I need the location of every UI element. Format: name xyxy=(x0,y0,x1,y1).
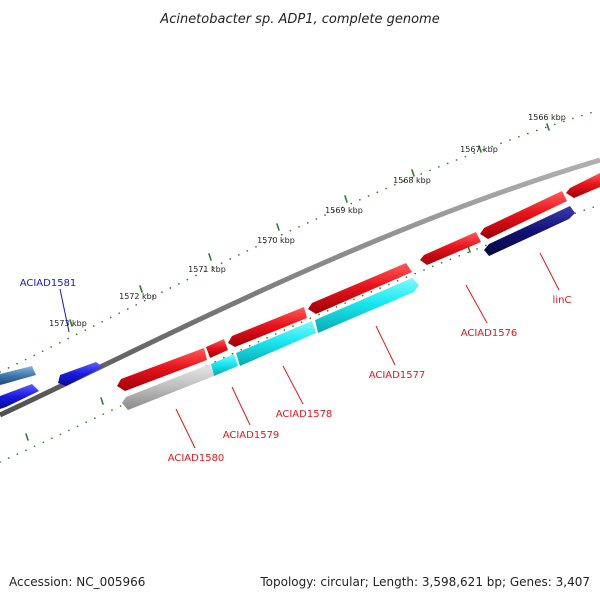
kbp-labels: 1566 kbp 1567 kbp 1568 kbp 1569 kbp 1570… xyxy=(49,113,566,328)
kbp-label-1570: 1570 kbp xyxy=(257,236,295,245)
kbp-tick-1568 xyxy=(411,169,415,177)
gene-red-aciad1579-top[interactable] xyxy=(206,339,228,358)
kbp-label-1573: 1573 kbp xyxy=(49,319,87,328)
kbp-tick-1570 xyxy=(276,223,280,231)
kbp-label-1568: 1568 kbp xyxy=(393,176,431,185)
gene-red-aciad1578-top[interactable] xyxy=(228,307,307,347)
gene-label-aciad1581[interactable]: ACIAD1581 xyxy=(20,278,77,289)
gene-labels: ACIAD1581 linC ACIAD1576 ACIAD1577 ACIAD… xyxy=(20,278,572,464)
gene-cyan-aciad1579[interactable] xyxy=(211,354,238,376)
kbp-tick-1571 xyxy=(208,253,212,261)
genome-backbone xyxy=(0,157,600,418)
gene-label-aciad1579[interactable]: ACIAD1579 xyxy=(223,430,280,441)
gene-label-linc[interactable]: linC xyxy=(553,295,572,306)
gene-label-aciad1577[interactable]: ACIAD1577 xyxy=(369,370,426,381)
kbp-label-1567: 1567 kbp xyxy=(460,145,498,154)
gene-label-aciad1578[interactable]: ACIAD1578 xyxy=(276,409,333,420)
kbp-tick-1572 xyxy=(139,285,143,293)
gene-steelblue-left[interactable] xyxy=(0,366,36,385)
genome-summary-text: Topology: circular; Length: 3,598,621 bp… xyxy=(259,575,590,589)
kbp-label-1572: 1572 kbp xyxy=(119,292,157,301)
outer-scale-dots xyxy=(0,109,600,373)
kbp-label-1569: 1569 kbp xyxy=(325,206,363,215)
gene-cyan-aciad1577[interactable] xyxy=(315,278,419,333)
leader-aciad1581 xyxy=(59,288,70,333)
gene-blue-aciad1581[interactable] xyxy=(58,362,103,386)
kbp-tick-1569 xyxy=(344,195,348,203)
gene-blue-left-inner[interactable] xyxy=(0,384,39,409)
leader-lines xyxy=(59,252,560,449)
outer-kbp-scale xyxy=(0,109,600,373)
kbp-tick-1573 xyxy=(69,319,73,327)
forward-genes xyxy=(0,173,600,391)
reverse-genes xyxy=(0,206,575,410)
leader-aciad1577 xyxy=(375,325,396,366)
gene-label-aciad1580[interactable]: ACIAD1580 xyxy=(168,453,225,464)
kbp-label-1566: 1566 kbp xyxy=(528,113,566,122)
leader-aciad1576 xyxy=(465,284,488,324)
gene-gray-aciad1580[interactable] xyxy=(122,364,214,410)
gene-navy-linc[interactable] xyxy=(484,206,575,256)
inner-tick-7 xyxy=(100,397,104,405)
kbp-tick-1566 xyxy=(546,123,550,131)
gene-red-linc-top[interactable] xyxy=(480,191,567,239)
map-title: Acinetobacter sp. ADP1, complete genome xyxy=(159,12,439,27)
leader-linc xyxy=(539,252,560,291)
kbp-label-1571: 1571 kbp xyxy=(188,265,226,274)
gene-red-aciad1576[interactable] xyxy=(420,232,481,265)
gene-label-aciad1576[interactable]: ACIAD1576 xyxy=(461,328,518,339)
leader-aciad1579 xyxy=(231,386,251,426)
gene-cyan-aciad1578[interactable] xyxy=(236,321,316,366)
gene-red-right[interactable] xyxy=(566,173,600,198)
gene-red-aciad1577-top[interactable] xyxy=(308,263,412,314)
kbp-tick-1567 xyxy=(478,145,482,153)
leader-aciad1578 xyxy=(282,365,304,405)
accession-text: Accession: NC_005966 xyxy=(9,575,145,589)
leader-aciad1580 xyxy=(175,408,196,449)
inner-tick-8 xyxy=(25,433,29,441)
gene-red-aciad1580-top[interactable] xyxy=(117,348,207,391)
